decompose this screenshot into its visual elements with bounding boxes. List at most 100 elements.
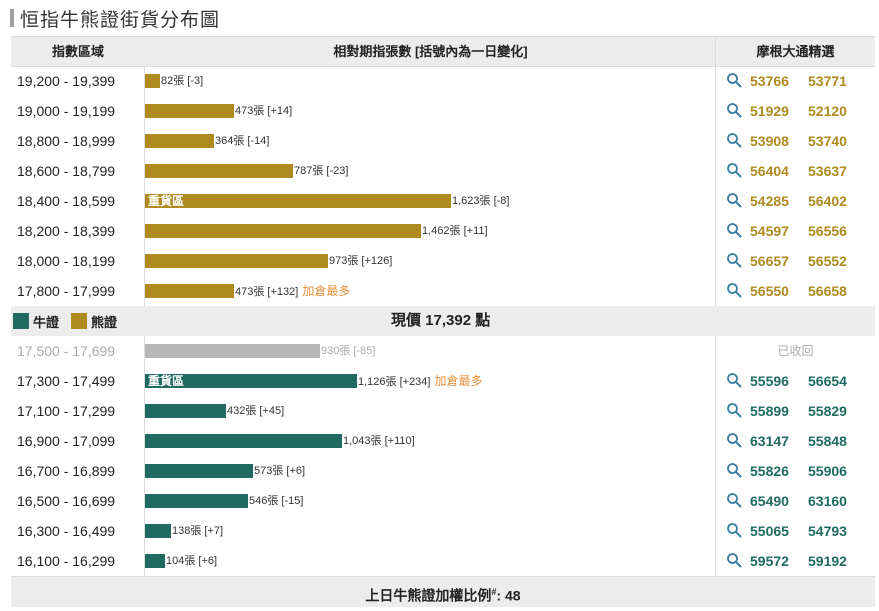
bear-row: 18,600 - 18,799 787張 [-23] 56404 53637 [11,156,875,186]
bull-row: 16,700 - 16,899 573張 [+6] 55826 55906 [11,456,875,486]
warrant-code-link[interactable]: 54597 [750,223,789,239]
search-icon[interactable] [726,432,742,448]
warrant-code-link[interactable]: 55826 [750,463,789,479]
search-icon[interactable] [726,252,742,268]
warrant-code-link[interactable]: 56404 [750,163,789,179]
search-icon[interactable] [726,222,742,238]
bull-row: 16,500 - 16,699 546張 [-15] 65490 63160 [11,486,875,516]
search-icon[interactable] [726,492,742,508]
current-price-suffix: 點 [471,312,491,329]
index-range: 16,100 - 16,299 [17,553,116,569]
search-icon[interactable] [726,522,742,538]
bull-row: 16,300 - 16,499 138張 [+7] 55065 54793 [11,516,875,546]
bear-row: 18,000 - 18,199 973張 [+126] 56657 56552 [11,246,875,276]
bull-bar [145,464,253,478]
table-header: 指數區域 相對期指張數 [括號內為一日變化] 摩根大通精選 [11,36,875,67]
warrant-code-link[interactable]: 55848 [808,433,847,449]
jpmorgan-pick-cell: 59572 59192 [716,546,875,576]
bear-row: 18,800 - 18,999 364張 [-14] 53908 53740 [11,126,875,156]
bear-bar: 重貨區 [145,194,451,208]
quantity-label: 1,043張 [+110] [343,434,415,448]
search-icon[interactable] [726,102,742,118]
warrant-code-link[interactable]: 55596 [750,373,789,389]
search-icon[interactable] [726,192,742,208]
warrant-code-link[interactable]: 55829 [808,403,847,419]
warrant-code-link[interactable]: 54793 [808,523,847,539]
bear-row: 19,000 - 19,199 473張 [+14] 51929 52120 [11,96,875,126]
quantity-text: 546張 [-15] [249,495,304,507]
legend: 牛證 熊證 [13,306,129,336]
legend-bear-swatch [71,313,88,329]
warrant-code-link[interactable]: 56654 [808,373,847,389]
warrant-code-link[interactable]: 53771 [808,73,847,89]
warrant-code-link[interactable]: 63160 [808,493,847,509]
warrant-code-link[interactable]: 53908 [750,133,789,149]
quantity-label: 138張 [+7] [172,524,223,538]
bear-bar [145,134,214,148]
warrant-code-link[interactable]: 56556 [808,223,847,239]
bear-row: 19,200 - 19,399 82張 [-3] 53766 53771 [11,66,875,96]
warrant-code-link[interactable]: 53740 [808,133,847,149]
jpmorgan-pick-cell: 55826 55906 [716,456,875,486]
warrant-code-link[interactable]: 59192 [808,553,847,569]
quantity-text: 1,126張 [+234] [358,376,431,388]
search-icon[interactable] [726,282,742,298]
warrant-code-link[interactable]: 59572 [750,553,789,569]
search-icon[interactable] [726,552,742,568]
index-range: 17,500 - 17,699 [17,343,116,359]
current-price-bar: 牛證 熊證 現價 17,392 點 [11,306,875,336]
heavy-zone-label: 重貨區 [148,374,185,388]
warrant-code-link[interactable]: 56402 [808,193,847,209]
quantity-label: 546張 [-15] [249,494,303,508]
warrant-code-link[interactable]: 56657 [750,253,789,269]
legend-bull: 牛證 [13,312,59,331]
bear-row: 18,400 - 18,599 重貨區 1,623張 [-8] 54285 56402 [11,186,875,216]
bull-bar [145,494,248,508]
footer-text: 上日牛熊證加權比例 [365,587,492,604]
search-icon[interactable] [726,462,742,478]
bear-bar [145,284,234,298]
warrant-code-link[interactable]: 51929 [750,103,789,119]
warrant-code-link[interactable]: 55899 [750,403,789,419]
warrant-code-link[interactable]: 55906 [808,463,847,479]
legend-bull-label: 牛證 [33,314,60,330]
search-icon[interactable] [726,72,742,88]
jpmorgan-pick-cell: 56550 56658 [716,276,875,306]
search-icon[interactable] [726,162,742,178]
search-icon[interactable] [726,402,742,418]
quantity-label: 1,126張 [+234] 加倉最多 [358,374,483,389]
warrant-code-link[interactable]: 65490 [750,493,789,509]
heavy-zone-label: 重貨區 [148,194,185,208]
bull-bar [145,524,171,538]
warrant-code-link[interactable]: 56552 [808,253,847,269]
quantity-text: 104張 [+6] [166,555,218,567]
bull-row: 16,900 - 17,099 1,043張 [+110] 63147 55848 [11,426,875,456]
jpmorgan-pick-cell: 51929 52120 [716,96,875,126]
quantity-label: 82張 [-3] [161,74,203,88]
index-range: 18,000 - 18,199 [17,253,116,269]
warrant-code-link[interactable]: 63147 [750,433,789,449]
warrant-code-link[interactable]: 54285 [750,193,789,209]
jpmorgan-pick-cell: 53766 53771 [716,66,875,96]
index-range: 16,500 - 16,699 [17,493,116,509]
warrant-code-link[interactable]: 53637 [808,163,847,179]
bear-bar [145,104,234,118]
search-icon[interactable] [726,372,742,388]
warrant-code-link[interactable]: 52120 [808,103,847,119]
quantity-label: 1,623張 [-8] [452,194,509,208]
warrant-code-link[interactable]: 55065 [750,523,789,539]
bull-bar [145,554,165,568]
recalled-status: 已收回 [777,344,814,358]
jpmorgan-pick-cell: 55596 56654 [716,366,875,396]
warrant-code-link[interactable]: 53766 [750,73,789,89]
jpmorgan-pick-cell: 55899 55829 [716,396,875,426]
bear-row: 17,800 - 17,999 473張 [+132] 加倉最多 56550 56658 [11,276,875,306]
warrant-code-link[interactable]: 56658 [808,283,847,299]
page-header: 恒指牛熊證街貨分布圖 [0,0,879,36]
index-range: 16,900 - 17,099 [17,433,116,449]
search-icon[interactable] [726,132,742,148]
warrant-code-link[interactable]: 56550 [750,283,789,299]
jpmorgan-pick-cell: 65490 63160 [716,486,875,516]
quantity-text: 787張 [-23] [294,165,349,177]
